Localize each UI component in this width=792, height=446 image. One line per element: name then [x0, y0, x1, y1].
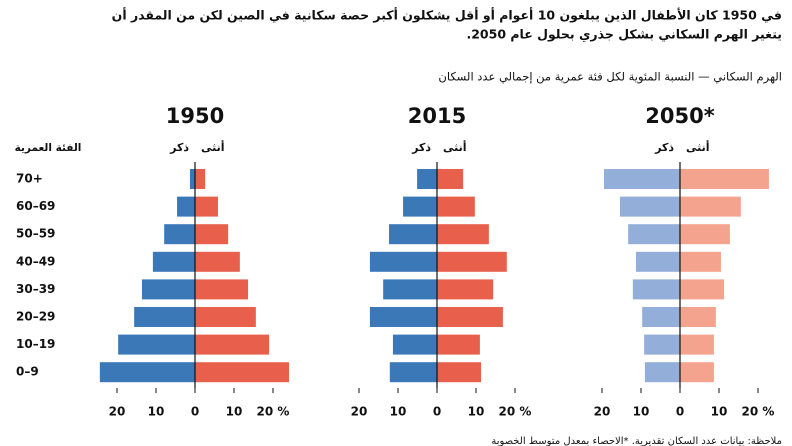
bar: [389, 362, 437, 383]
bar: [195, 334, 270, 355]
category-label: 30–39: [16, 282, 55, 296]
bar: [437, 196, 475, 217]
bar: [152, 251, 195, 272]
bar: [195, 307, 256, 327]
bar: [437, 334, 480, 355]
bar: [680, 362, 714, 383]
x-tick-label: 20 %: [742, 405, 775, 419]
bar: [369, 307, 437, 327]
x-tick-label: 20 %: [499, 405, 532, 419]
x-tick-label: 10: [711, 405, 728, 419]
bar: [392, 334, 437, 355]
legend-label: أنثى: [443, 140, 467, 154]
chart-title: 1950: [166, 104, 224, 128]
category-label: 70+: [16, 172, 43, 186]
bar: [99, 362, 195, 383]
bar: [635, 251, 680, 272]
bar: [417, 169, 437, 189]
bar: [680, 307, 716, 327]
bar: [619, 196, 680, 217]
x-tick-label: 10: [390, 405, 407, 419]
bar: [195, 362, 289, 383]
bar: [603, 169, 680, 189]
bar: [680, 196, 741, 217]
header-line: يتغير الهرم السكاني بشكل جذري بحلول عام …: [466, 27, 782, 43]
bar: [195, 224, 229, 245]
x-tick-label: 20: [351, 405, 368, 419]
category-axis-label: الفئة العمرية: [15, 142, 82, 154]
x-tick-label: 10: [226, 405, 243, 419]
bar: [680, 279, 725, 300]
chart-title: 2050*: [645, 104, 714, 128]
legend-label: ذكر: [411, 141, 431, 154]
bar: [195, 196, 219, 217]
bar: [389, 224, 437, 245]
bar: [195, 169, 206, 189]
bar: [189, 169, 195, 189]
bar: [437, 251, 507, 272]
bar: [164, 224, 195, 245]
bar: [437, 362, 482, 383]
x-tick-label: 10: [468, 405, 485, 419]
x-tick-label: 20: [109, 405, 126, 419]
subtitle: الهرم السكاني — النسبة المئوية لكل فئة ع…: [438, 70, 782, 85]
category-label: 10–19: [16, 337, 55, 351]
bar: [141, 279, 195, 300]
header-line: في 1950 كان الأطفال الذين يبلغون 10 أعوا…: [112, 7, 782, 24]
legend-label: ذكر: [169, 141, 189, 154]
bar: [195, 279, 249, 300]
category-label: 0–9: [16, 365, 39, 379]
bar: [437, 279, 494, 300]
category-label: 60–69: [16, 199, 55, 213]
bar: [134, 307, 195, 327]
x-tick-label: 20: [594, 405, 611, 419]
x-tick-label: 0: [676, 405, 684, 419]
bar: [628, 224, 680, 245]
bar: [437, 224, 489, 245]
x-tick-label: 10: [633, 405, 650, 419]
category-label: 20–29: [16, 310, 55, 324]
note: ملاحظة: بيانات عدد السكان تقديرية. *الاح…: [491, 436, 782, 446]
category-label: 50–59: [16, 227, 55, 241]
bar: [644, 362, 680, 383]
bar: [403, 196, 437, 217]
bar: [680, 169, 769, 189]
bar: [437, 307, 503, 327]
x-tick-label: 20 %: [257, 405, 290, 419]
bar: [177, 196, 195, 217]
x-tick-label: 0: [191, 405, 199, 419]
legend-label: ذكر: [654, 141, 674, 154]
category-label: 40–49: [16, 254, 55, 268]
bar: [369, 251, 437, 272]
bar: [437, 169, 464, 189]
bar: [680, 224, 730, 245]
bar: [680, 334, 714, 355]
chart-title: 2015: [408, 104, 466, 128]
bar: [642, 307, 680, 327]
x-tick-label: 0: [433, 405, 441, 419]
x-tick-label: 10: [148, 405, 165, 419]
bar: [632, 279, 680, 300]
bar: [383, 279, 437, 300]
bar: [680, 251, 721, 272]
bar: [118, 334, 195, 355]
bar: [644, 334, 680, 355]
legend-label: أنثى: [686, 140, 710, 154]
legend-label: أنثى: [201, 140, 225, 154]
bar: [195, 251, 240, 272]
